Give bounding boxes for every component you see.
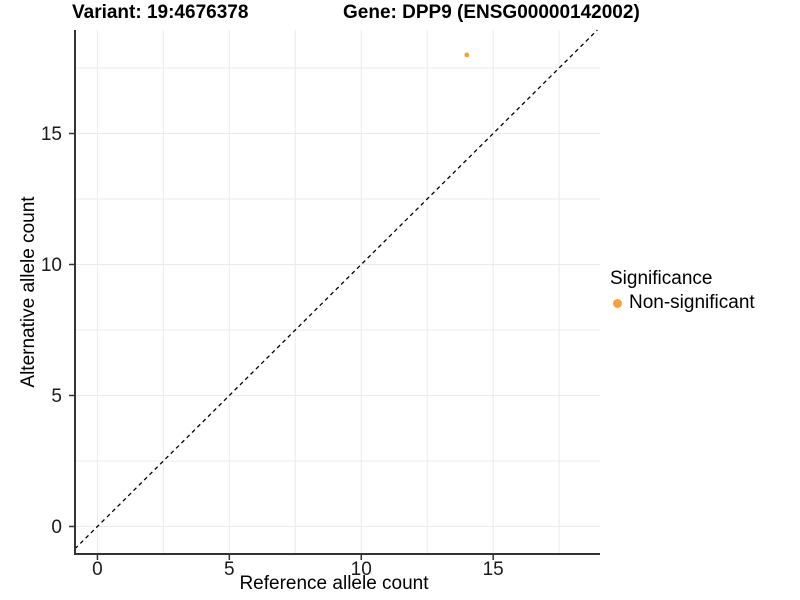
y-tick-label: 10 bbox=[41, 255, 62, 276]
x-tick-label: 10 bbox=[351, 559, 372, 580]
y-axis-label: Alternative allele count bbox=[18, 196, 39, 388]
y-tick-label: 0 bbox=[51, 517, 62, 538]
legend-item-label: Non-significant bbox=[629, 292, 755, 313]
y-tick-label: 15 bbox=[41, 124, 62, 145]
legend-title: Significance bbox=[610, 268, 713, 289]
plot-title-gene: Gene: DPP9 (ENSG00000142002) bbox=[343, 2, 640, 23]
legend-item-non-significant: Non-significant bbox=[610, 292, 755, 314]
x-tick-label: 15 bbox=[483, 559, 504, 580]
plot-title-variant: Variant: 19:4676378 bbox=[72, 2, 249, 23]
x-axis-label: Reference allele count bbox=[239, 573, 429, 594]
y-tick-label: 5 bbox=[51, 386, 62, 407]
legend-point-icon bbox=[613, 298, 622, 308]
x-tick-label: 0 bbox=[92, 559, 103, 580]
identity-reference-line bbox=[74, 29, 598, 550]
data-point bbox=[464, 52, 470, 58]
x-tick-label: 5 bbox=[224, 559, 235, 580]
legend: Significance Non-significant bbox=[610, 268, 755, 314]
